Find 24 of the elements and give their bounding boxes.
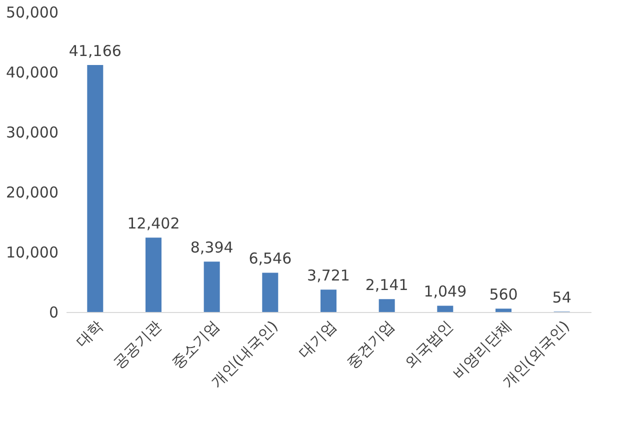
data-label: 8,394: [190, 238, 234, 257]
bar: [496, 308, 512, 312]
data-label: 2,141: [365, 276, 408, 294]
y-tick-label: 30,000: [6, 124, 58, 142]
y-tick-label: 10,000: [6, 244, 58, 262]
bar: [378, 299, 395, 312]
bar: [146, 238, 162, 312]
y-tick-label: 0: [48, 304, 58, 322]
bar: [320, 290, 336, 312]
y-tick-label: 40,000: [6, 64, 58, 82]
bar: [87, 65, 104, 312]
data-label: 12,402: [127, 214, 180, 233]
x-tick-label: 대학: [72, 317, 106, 352]
data-label: 1,049: [424, 282, 467, 301]
y-tick-label: 20,000: [6, 184, 58, 202]
data-label: 41,166: [68, 42, 122, 60]
bar: [262, 272, 278, 312]
y-tick-label: 50,000: [6, 4, 58, 22]
bar: [204, 262, 220, 312]
data-label: 6,546: [248, 250, 292, 268]
data-label: 560: [489, 286, 518, 304]
data-label: 54: [552, 288, 572, 307]
bar: [437, 306, 454, 312]
data-label: 3,721: [307, 266, 350, 285]
